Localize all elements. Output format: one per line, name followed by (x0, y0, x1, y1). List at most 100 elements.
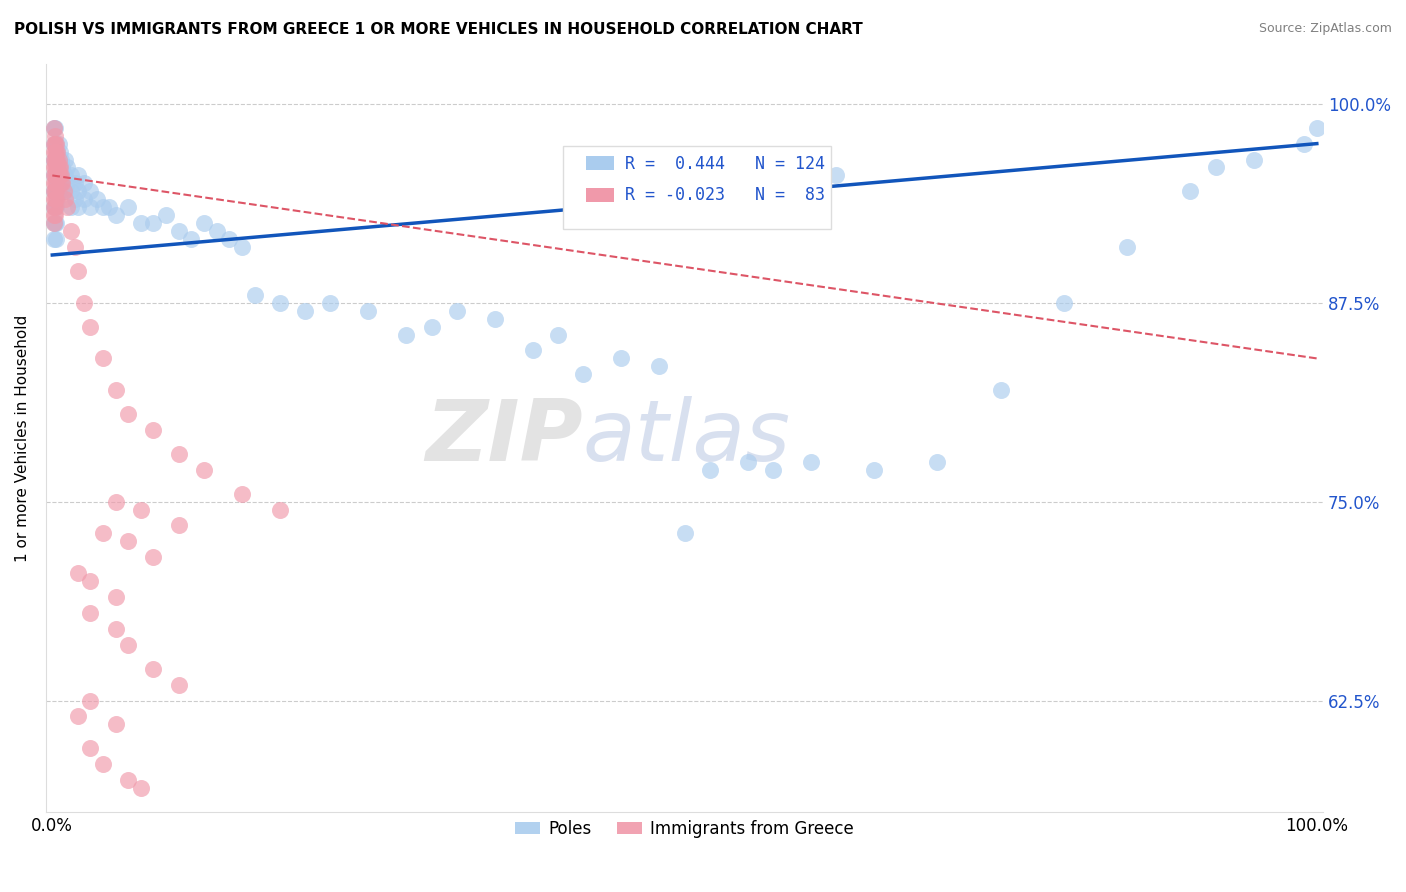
Poles (699, 463, 721, 477)
Immigrants from Greece (104, 622, 127, 636)
Poles (44, 216, 66, 230)
Poles (42, 136, 65, 151)
Poles (446, 303, 468, 318)
Poles (572, 368, 595, 382)
Poles (547, 327, 569, 342)
Text: POLISH VS IMMIGRANTS FROM GREECE 1 OR MORE VEHICLES IN HOUSEHOLD CORRELATION CHA: POLISH VS IMMIGRANTS FROM GREECE 1 OR MO… (14, 22, 863, 37)
Immigrants from Greece (45, 169, 67, 183)
Immigrants from Greece (129, 780, 152, 795)
Immigrants from Greece (269, 502, 291, 516)
Poles (218, 232, 240, 246)
Immigrants from Greece (167, 518, 190, 533)
Immigrants from Greece (117, 407, 139, 421)
Immigrants from Greece (44, 200, 66, 214)
Poles (48, 169, 70, 183)
Poles (420, 319, 443, 334)
Immigrants from Greece (53, 192, 76, 206)
Poles (155, 208, 177, 222)
Immigrants from Greece (79, 574, 101, 589)
Poles (762, 463, 785, 477)
Immigrants from Greece (79, 741, 101, 756)
Immigrants from Greece (142, 662, 165, 676)
Poles (319, 295, 342, 310)
Poles (1306, 120, 1329, 135)
Poles (42, 169, 65, 183)
Immigrants from Greece (45, 192, 67, 206)
Immigrants from Greece (45, 153, 67, 167)
Immigrants from Greece (142, 550, 165, 565)
Poles (60, 185, 83, 199)
Immigrants from Greece (46, 145, 69, 159)
Immigrants from Greece (48, 153, 70, 167)
Poles (45, 185, 67, 199)
Immigrants from Greece (49, 177, 72, 191)
Immigrants from Greece (44, 169, 66, 183)
Immigrants from Greece (44, 185, 66, 199)
Poles (825, 169, 848, 183)
Poles (863, 463, 886, 477)
Poles (46, 177, 69, 191)
Immigrants from Greece (79, 693, 101, 707)
Poles (45, 169, 67, 183)
Poles (1053, 295, 1076, 310)
Poles (1243, 153, 1265, 167)
Immigrants from Greece (231, 486, 253, 500)
Immigrants from Greece (42, 153, 65, 167)
Immigrants from Greece (42, 169, 65, 183)
Poles (51, 177, 73, 191)
Poles (104, 208, 127, 222)
Poles (49, 185, 72, 199)
Immigrants from Greece (104, 494, 127, 508)
Poles (1294, 136, 1316, 151)
Immigrants from Greece (44, 128, 66, 143)
Poles (66, 185, 89, 199)
Poles (117, 200, 139, 214)
Poles (79, 185, 101, 199)
Poles (56, 177, 79, 191)
Poles (129, 216, 152, 230)
Immigrants from Greece (79, 606, 101, 620)
Poles (1116, 240, 1139, 254)
Poles (395, 327, 418, 342)
Poles (66, 169, 89, 183)
Immigrants from Greece (42, 185, 65, 199)
Immigrants from Greece (104, 590, 127, 604)
Poles (44, 136, 66, 151)
Poles (193, 216, 215, 230)
Poles (49, 145, 72, 159)
Immigrants from Greece (79, 319, 101, 334)
Poles (42, 200, 65, 214)
Poles (53, 169, 76, 183)
Immigrants from Greece (73, 295, 96, 310)
Poles (42, 185, 65, 199)
Poles (990, 383, 1012, 397)
Immigrants from Greece (52, 185, 75, 199)
Immigrants from Greece (56, 200, 79, 214)
Immigrants from Greece (44, 192, 66, 206)
Immigrants from Greece (104, 383, 127, 397)
Immigrants from Greece (66, 566, 89, 581)
Poles (63, 177, 86, 191)
Poles (45, 153, 67, 167)
Poles (737, 455, 759, 469)
Text: R =  0.444   N = 124: R = 0.444 N = 124 (624, 154, 824, 173)
Poles (1180, 185, 1202, 199)
Immigrants from Greece (44, 208, 66, 222)
Immigrants from Greece (44, 153, 66, 167)
Poles (51, 161, 73, 175)
Poles (86, 192, 108, 206)
Immigrants from Greece (60, 224, 83, 238)
Immigrants from Greece (63, 240, 86, 254)
Legend: Poles, Immigrants from Greece: Poles, Immigrants from Greece (509, 814, 860, 845)
Poles (48, 136, 70, 151)
Immigrants from Greece (45, 185, 67, 199)
Poles (1205, 161, 1227, 175)
Poles (243, 287, 266, 301)
Poles (231, 240, 253, 254)
Poles (46, 192, 69, 206)
FancyBboxPatch shape (586, 187, 614, 202)
Poles (142, 216, 165, 230)
Poles (49, 177, 72, 191)
Poles (648, 359, 671, 374)
Immigrants from Greece (42, 136, 65, 151)
